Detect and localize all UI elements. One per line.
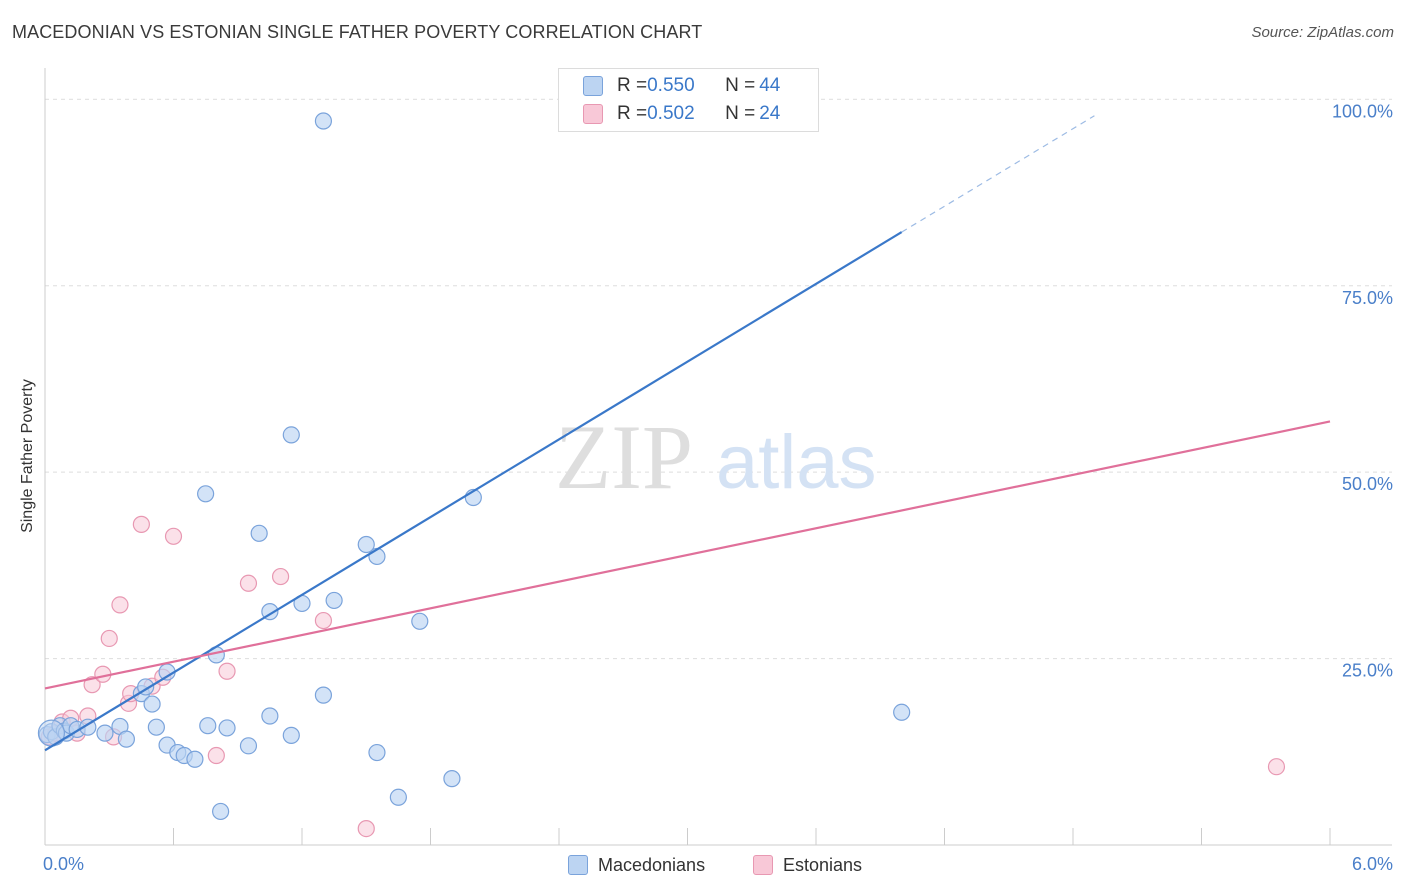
macedonian-point <box>199 717 217 735</box>
source-label: Source: ZipAtlas.com <box>1251 24 1394 41</box>
estonians-legend-swatch <box>753 855 773 875</box>
estonian-point <box>357 819 375 838</box>
macedonian-point <box>212 802 230 821</box>
series-legend: Macedonians Estonians <box>0 852 1406 878</box>
legend-item-macedonians: Macedonians <box>568 852 705 878</box>
legend-label-macedonians: Macedonians <box>598 854 706 875</box>
y-tick-label: 25.0% <box>1342 661 1393 681</box>
macedonians-trend-line <box>44 231 903 752</box>
estonian-point <box>207 746 225 765</box>
grid-lines <box>45 98 1392 660</box>
r-label: R = <box>617 103 648 124</box>
macedonian-point <box>443 770 461 788</box>
watermark-zip: ZIP <box>555 406 693 508</box>
r-value: 0.550 <box>647 75 695 96</box>
estonian-point <box>1267 758 1286 776</box>
macedonian-point <box>314 112 333 130</box>
x-tick-label-start: 0.0% <box>43 854 84 874</box>
macedonian-point <box>197 485 215 503</box>
trend-lines <box>44 115 1331 752</box>
macedonian-point <box>239 737 258 755</box>
macedonian-point <box>282 426 300 444</box>
r-value: 0.502 <box>647 103 695 124</box>
macedonian-point <box>411 612 429 630</box>
macedonian-point <box>147 718 165 736</box>
macedonian-point <box>314 686 333 704</box>
macedonians-trend-extension <box>901 115 1095 233</box>
tick-labels: 25.0% 50.0% 75.0% 100.0% 0.0% 6.0% <box>43 101 1393 874</box>
macedonian-point <box>357 535 375 554</box>
y-tick-label: 100.0% <box>1332 101 1393 121</box>
estonian-point <box>271 567 290 586</box>
macedonian-point <box>250 524 268 542</box>
n-value: 24 <box>759 103 781 124</box>
estonian-point <box>132 515 150 533</box>
macedonian-point <box>368 743 386 762</box>
y-tick-label: 50.0% <box>1342 474 1393 494</box>
macedonian-point <box>282 726 300 744</box>
legend-label-estonians: Estonians <box>783 854 863 875</box>
macedonian-point <box>893 703 911 721</box>
n-label: N = <box>725 103 756 124</box>
macedonian-point <box>389 788 407 806</box>
n-label: N = <box>725 75 756 96</box>
correlation-legend: R = 0.550 N = 44 R = 0.502 N = 24 <box>558 68 819 132</box>
estonian-point <box>164 527 183 545</box>
macedonian-cluster-point <box>37 719 66 747</box>
y-tick-label: 75.0% <box>1342 288 1393 308</box>
estonian-point <box>218 662 236 680</box>
estonian-point <box>100 629 118 648</box>
estonian-point <box>314 611 333 630</box>
watermark-atlas: atlas <box>716 420 877 505</box>
macedonian-point <box>117 730 135 748</box>
macedonians-points <box>37 112 911 821</box>
n-value: 44 <box>759 75 781 96</box>
macedonian-point <box>368 547 386 566</box>
macedonians-swatch <box>583 76 603 96</box>
estonians-points <box>40 515 1286 838</box>
estonian-point <box>111 596 129 614</box>
legend-item-estonians: Estonians <box>753 852 862 878</box>
macedonian-point <box>96 724 114 742</box>
estonian-point <box>83 676 101 694</box>
macedonian-point <box>261 707 279 725</box>
macedonians-legend-swatch <box>568 855 588 875</box>
macedonian-point <box>218 719 236 737</box>
legend-row-estonians: R = 0.502 N = 24 <box>583 101 780 127</box>
estonians-swatch <box>583 104 603 124</box>
estonian-point <box>239 574 258 592</box>
legend-row-macedonians: R = 0.550 N = 44 <box>583 73 780 99</box>
macedonian-point <box>186 750 204 768</box>
x-tick-label-end: 6.0% <box>1352 854 1393 874</box>
chart-title: MACEDONIAN VS ESTONIAN SINGLE FATHER POV… <box>12 22 703 42</box>
macedonian-point <box>143 695 161 713</box>
watermark: ZIP atlas <box>555 406 877 508</box>
r-label: R = <box>617 75 648 96</box>
macedonian-point <box>325 591 343 610</box>
axes <box>44 68 1392 846</box>
estonians-trend-line <box>44 420 1331 690</box>
